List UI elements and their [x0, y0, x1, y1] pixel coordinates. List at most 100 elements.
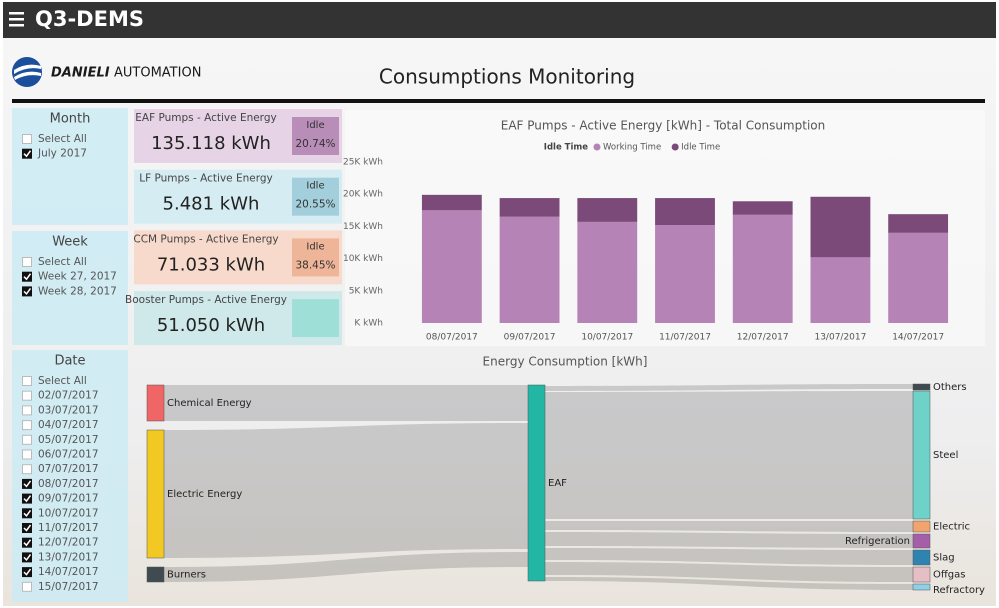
slicer-item[interactable]: Select All — [38, 256, 87, 268]
slicer-item[interactable]: 08/07/2017 — [38, 478, 99, 490]
slicer-item[interactable]: Select All — [38, 375, 87, 387]
bar-segment[interactable] — [499, 198, 560, 217]
bar-segment[interactable] — [655, 225, 715, 323]
logo-text: DANIELI — [51, 66, 110, 81]
checkbox-checked[interactable] — [22, 286, 32, 297]
slicer-item[interactable]: 05/07/2017 — [38, 434, 99, 446]
sankey-flow[interactable] — [545, 521, 913, 532]
checkbox-checked[interactable] — [22, 567, 32, 578]
checkbox[interactable] — [22, 449, 32, 460]
sankey-flow[interactable] — [545, 577, 913, 590]
checkbox-checked[interactable] — [22, 508, 32, 519]
y-tick-label: 20K kWh — [343, 190, 383, 200]
y-tick-label: 5K kWh — [349, 286, 383, 296]
slicer-item[interactable]: July 2017 — [37, 148, 87, 160]
kpi-title: CCM Pumps - Active Energy — [133, 233, 278, 245]
bar-segment[interactable] — [888, 232, 949, 323]
sankey-flow[interactable] — [163, 385, 528, 421]
sankey-node[interactable] — [912, 383, 931, 391]
checkbox[interactable] — [22, 420, 32, 431]
checkbox[interactable] — [22, 376, 32, 386]
slicer-item[interactable]: 02/07/2017 — [38, 390, 99, 402]
bar-segment[interactable] — [888, 214, 949, 233]
x-tick-label: 10/07/2017 — [581, 333, 633, 343]
logo-suffix: AUTOMATION — [114, 66, 201, 81]
bar-segment[interactable] — [732, 214, 793, 323]
idle-box — [292, 177, 339, 216]
sankey-node[interactable] — [912, 583, 931, 591]
bar-segment[interactable] — [655, 198, 715, 226]
app-title: Q3-DEMS — [35, 7, 144, 31]
sankey-node[interactable] — [527, 384, 546, 582]
legend-swatch[interactable] — [593, 143, 601, 151]
check-tick — [23, 539, 32, 547]
bar-segment[interactable] — [499, 216, 560, 323]
checkbox[interactable] — [22, 581, 32, 592]
legend-title: Idle Time — [544, 143, 588, 153]
slicer-item[interactable]: 10/07/2017 — [38, 507, 99, 519]
sankey-flow[interactable] — [545, 562, 913, 582]
slicer-item[interactable]: 06/07/2017 — [38, 449, 99, 461]
bar-segment[interactable] — [810, 196, 871, 258]
sankey-flow[interactable] — [545, 532, 913, 548]
checkbox-checked[interactable] — [22, 271, 32, 282]
idle-label: Idle — [306, 120, 324, 131]
bar-segment[interactable] — [421, 210, 482, 323]
checkbox-checked[interactable] — [22, 493, 32, 504]
bar-segment[interactable] — [732, 201, 793, 215]
slicer-item[interactable]: 04/07/2017 — [38, 419, 99, 431]
slicer-item[interactable]: 12/07/2017 — [38, 537, 99, 549]
check-tick — [23, 480, 32, 488]
bar-segment[interactable] — [577, 198, 638, 222]
slicer-item[interactable]: 11/07/2017 — [38, 522, 99, 534]
sankey-node[interactable] — [912, 549, 931, 566]
sankey-flow[interactable] — [163, 423, 528, 558]
checkbox[interactable] — [22, 257, 32, 267]
sankey-node[interactable] — [146, 384, 165, 422]
sankey-node[interactable] — [912, 520, 931, 533]
bar-segment[interactable] — [421, 194, 482, 211]
slicer-item[interactable]: Select All — [38, 133, 87, 145]
slicer-item[interactable]: 03/07/2017 — [38, 404, 99, 416]
sankey-flow[interactable] — [163, 552, 528, 582]
slicer-item[interactable]: 13/07/2017 — [38, 551, 99, 563]
checkbox[interactable] — [22, 390, 32, 401]
checkbox[interactable] — [22, 434, 32, 445]
checkbox-checked[interactable] — [22, 478, 32, 489]
slicer-item[interactable]: Week 27, 2017 — [38, 271, 117, 283]
sankey-node[interactable] — [912, 533, 931, 549]
legend-swatch[interactable] — [671, 143, 679, 151]
bar-segment[interactable] — [810, 257, 871, 323]
checkbox[interactable] — [22, 134, 32, 144]
checkbox-checked[interactable] — [22, 523, 32, 533]
sankey-label: Others — [933, 382, 967, 393]
slicer-item[interactable]: 15/07/2017 — [38, 581, 99, 593]
x-tick-label: 11/07/2017 — [659, 333, 711, 343]
divider — [12, 99, 985, 103]
checkbox[interactable] — [22, 405, 32, 416]
bar-segment[interactable] — [577, 221, 638, 323]
sankey-flow[interactable] — [545, 548, 913, 565]
x-tick-label: 14/07/2017 — [892, 333, 944, 343]
sankey-node[interactable] — [146, 566, 165, 583]
sankey-node[interactable] — [146, 429, 165, 559]
slicer-item[interactable]: Week 28, 2017 — [38, 285, 117, 297]
sankey-flow[interactable] — [545, 384, 913, 391]
kpi-value: 51.050 kWh — [157, 315, 265, 336]
legend-label[interactable]: Working Time — [603, 143, 661, 153]
slicer-item[interactable]: 14/07/2017 — [38, 566, 99, 578]
sankey-node[interactable] — [912, 566, 931, 583]
checkbox-checked[interactable] — [22, 537, 32, 548]
idle-box — [292, 238, 339, 277]
sankey-flow[interactable] — [545, 391, 913, 519]
slicer-item[interactable]: 09/07/2017 — [38, 493, 99, 505]
checkbox-checked[interactable] — [22, 552, 32, 563]
checkbox[interactable] — [22, 464, 32, 475]
menu-icon[interactable] — [9, 12, 24, 27]
sankey-node[interactable] — [912, 390, 931, 520]
legend-label[interactable]: Idle Time — [681, 143, 720, 153]
idle-box — [292, 117, 339, 155]
checkbox-checked[interactable] — [22, 148, 32, 159]
sankey-label: Burners — [167, 570, 206, 581]
slicer-item[interactable]: 07/07/2017 — [38, 463, 99, 475]
